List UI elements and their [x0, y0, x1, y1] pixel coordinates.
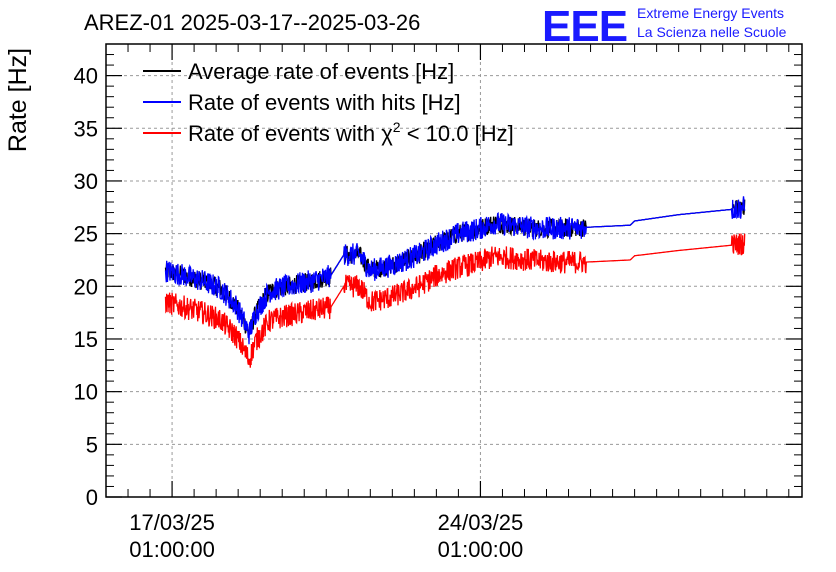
x-tick-label-time: 01:00:00: [129, 537, 215, 562]
series-line-hits: [164, 196, 746, 345]
y-tick-label: 40: [74, 64, 98, 89]
series-line-chi2: [164, 233, 746, 368]
x-tick-label-date: 17/03/25: [129, 510, 215, 535]
axis-ticks: [105, 44, 802, 498]
y-tick-label: 15: [74, 327, 98, 352]
y-tick-label: 10: [74, 380, 98, 405]
x-tick-label-time: 01:00:00: [438, 537, 524, 562]
chart-title: AREZ-01 2025-03-17--2025-03-26: [84, 10, 421, 35]
logo-caption: Extreme Energy Events La Scienza nelle S…: [637, 4, 786, 42]
logo-caption-line2: La Scienza nelle Scuole: [637, 24, 787, 40]
legend-label: Rate of events with hits [Hz]: [188, 90, 461, 115]
legend-label: Average rate of events [Hz]: [188, 59, 454, 84]
legend: Average rate of events [Hz] Rate of event…: [143, 59, 514, 146]
y-tick-label: 25: [74, 222, 98, 247]
x-tick-label-date: 24/03/25: [438, 510, 524, 535]
series-group: [164, 196, 746, 368]
y-axis-label: Rate [Hz]: [4, 48, 32, 152]
eee-logo: EEE: [542, 2, 628, 51]
y-tick-label: 35: [74, 116, 98, 141]
y-tick-label: 30: [74, 169, 98, 194]
y-tick-label: 5: [86, 432, 98, 457]
axis-labels: 051015202530354017/03/2501:00:0024/03/25…: [4, 48, 523, 562]
plot-frame: [105, 43, 803, 498]
y-tick-label: 20: [74, 274, 98, 299]
legend-label: Rate of events with χ2 < 10.0 [Hz]: [188, 119, 514, 146]
y-tick-label: 0: [86, 485, 98, 510]
logo-caption-line1: Extreme Energy Events: [637, 5, 785, 21]
